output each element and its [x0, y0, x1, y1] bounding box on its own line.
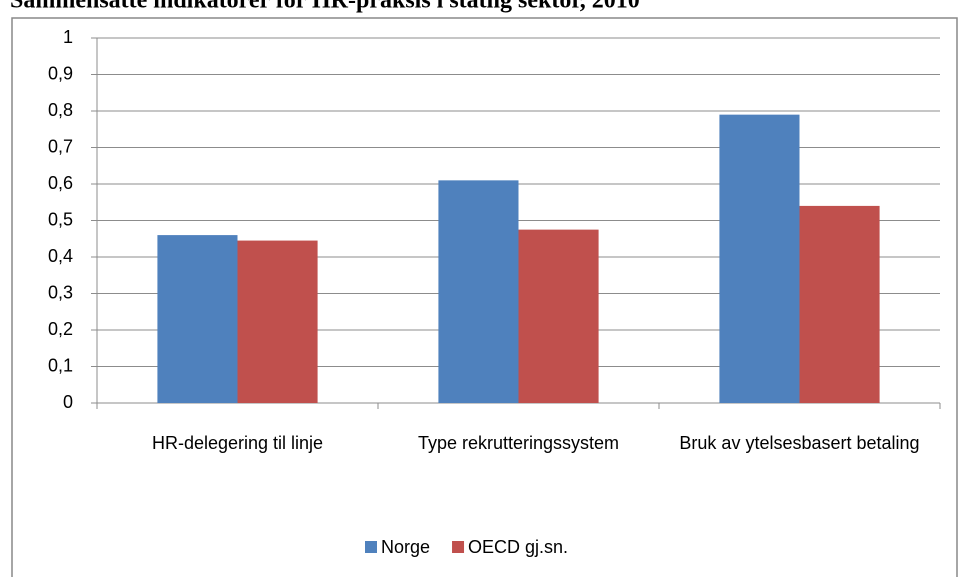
bar	[799, 205, 880, 403]
y-tick-label: 0,5	[48, 209, 73, 229]
y-tick-label: 0,9	[48, 63, 73, 83]
y-tick-label: 1	[63, 27, 73, 47]
bar	[438, 180, 519, 403]
legend-swatch	[452, 541, 465, 553]
chart-title: Sammensatte indikatorer for HR-praksis i…	[10, 0, 640, 14]
y-tick-label: 0,8	[48, 100, 73, 120]
bar	[237, 240, 318, 403]
y-tick-label: 0,6	[48, 173, 73, 193]
x-tick-label: HR-delegering til linje	[151, 433, 324, 453]
legend-label: OECD gj.sn.	[468, 537, 568, 557]
x-tick-label: Bruk av ytelsesbasert betaling	[679, 433, 920, 453]
y-tick-label: 0,1	[48, 355, 73, 375]
x-tick-label: Type rekrutteringssystem	[417, 433, 620, 453]
y-tick-label: 0,2	[48, 319, 73, 339]
bar	[518, 229, 599, 403]
legend-label: Norge	[381, 537, 430, 557]
y-tick-label: 0,4	[48, 246, 73, 266]
legend-swatch	[365, 541, 377, 553]
chart-border	[11, 17, 958, 577]
y-tick-label: 0	[63, 392, 73, 412]
y-tick-label: 0,7	[48, 136, 73, 156]
y-tick-label: 0,3	[48, 282, 73, 302]
bar	[157, 235, 238, 403]
bar	[719, 114, 800, 404]
